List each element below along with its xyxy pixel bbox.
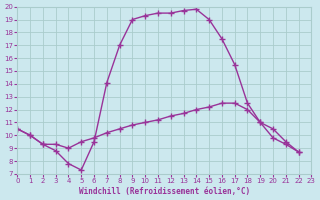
X-axis label: Windchill (Refroidissement éolien,°C): Windchill (Refroidissement éolien,°C) <box>79 187 250 196</box>
